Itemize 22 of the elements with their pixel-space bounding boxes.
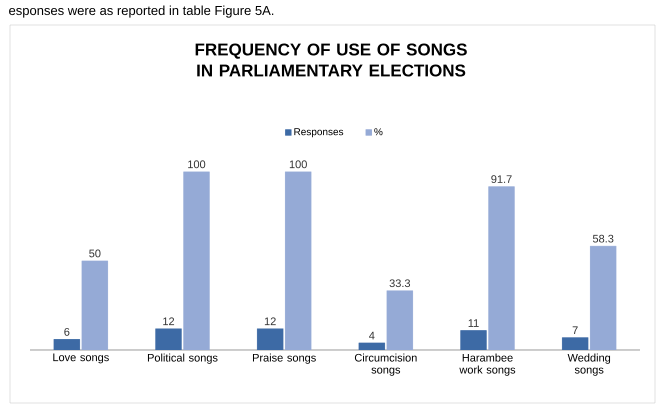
data-label: 12 — [264, 317, 276, 326]
x-tick-label: Political songs — [148, 354, 218, 364]
x-tick-label: Love songs — [53, 354, 109, 364]
data-label: 33.3 — [390, 279, 410, 288]
data-label: 50 — [89, 250, 101, 258]
data-label: 4 — [369, 332, 375, 340]
legend-label: % — [374, 128, 383, 136]
x-tick-label: Wedding songs — [568, 354, 610, 376]
data-label: 12 — [163, 317, 174, 326]
data-label: 58.3 — [592, 234, 614, 243]
chart-title: FREQUENCY OF USE OF SONGS IN PARLIAMENTARY ELECTIONS — [196, 43, 467, 77]
data-label: 100 — [188, 160, 206, 168]
data-label: 6 — [64, 328, 70, 336]
text: esponses were as reported in table Figure 5A. — [9, 6, 274, 18]
x-tick-label: Circumcision songs — [354, 354, 417, 376]
legend-label: Responses — [294, 128, 344, 138]
data-label: 7 — [572, 326, 578, 334]
data-label: 11 — [468, 319, 479, 327]
data-label: 100 — [290, 160, 307, 168]
x-tick-label: Praise songs — [252, 354, 316, 364]
x-tick-label: Harambee work songs — [459, 354, 516, 376]
data-label: 91.7 — [491, 175, 512, 184]
